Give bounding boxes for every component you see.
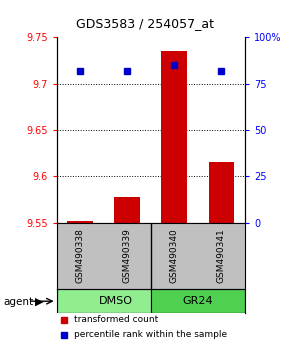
Text: ▶: ▶ <box>35 297 44 307</box>
Text: GSM490339: GSM490339 <box>123 228 132 283</box>
Text: GDS3583 / 254057_at: GDS3583 / 254057_at <box>76 17 214 30</box>
Text: GSM490340: GSM490340 <box>170 229 179 283</box>
Bar <box>151 289 245 313</box>
Bar <box>162 51 187 223</box>
Text: percentile rank within the sample: percentile rank within the sample <box>74 330 227 339</box>
Bar <box>114 197 140 223</box>
Text: agent: agent <box>3 297 33 307</box>
Bar <box>209 162 234 223</box>
Text: GR24: GR24 <box>183 296 213 306</box>
Text: transformed count: transformed count <box>74 315 158 325</box>
Bar <box>67 221 93 223</box>
Bar <box>57 289 151 313</box>
Text: GSM490341: GSM490341 <box>217 229 226 283</box>
Text: GSM490338: GSM490338 <box>76 228 85 283</box>
Text: DMSO: DMSO <box>99 296 133 306</box>
